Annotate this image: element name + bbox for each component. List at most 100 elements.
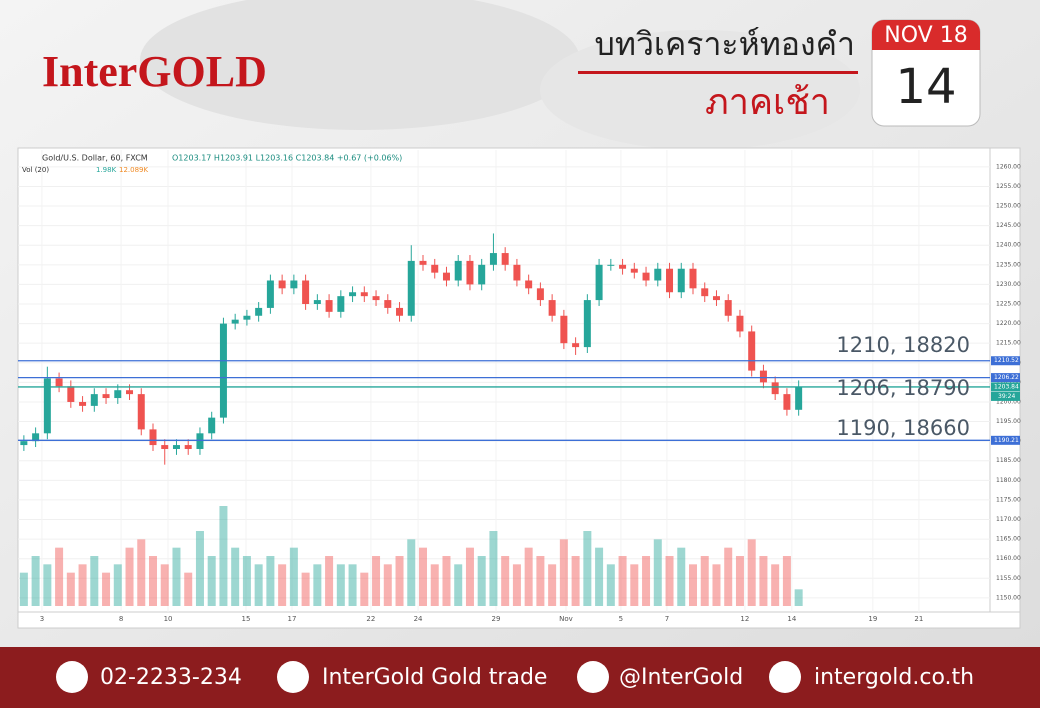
volume-bar bbox=[43, 564, 52, 606]
map-shape bbox=[540, 30, 860, 150]
volume-bar bbox=[395, 556, 404, 606]
candle-body bbox=[748, 331, 756, 371]
volume-bar bbox=[383, 564, 392, 606]
volume-bar bbox=[653, 539, 662, 606]
level-tag bbox=[991, 373, 1020, 383]
x-tick-label: 19 bbox=[868, 615, 877, 623]
candle-body bbox=[548, 300, 556, 316]
candle-body bbox=[466, 260, 474, 285]
candle-body bbox=[149, 429, 157, 446]
volume-bar bbox=[313, 564, 322, 606]
candle-body bbox=[32, 433, 40, 442]
countdown-tag bbox=[991, 391, 1020, 401]
volume-bar bbox=[771, 564, 780, 606]
volume-bar bbox=[348, 564, 357, 606]
y-tick-label: 1185.00 bbox=[996, 457, 1021, 464]
volume-bar bbox=[712, 564, 721, 606]
candle-body bbox=[701, 288, 709, 297]
calendar-month: NOV 18 bbox=[884, 23, 967, 48]
y-tick-label: 1195.00 bbox=[996, 418, 1021, 425]
y-tick-label: 1165.00 bbox=[996, 536, 1021, 543]
volume-title: Vol (20) bbox=[22, 166, 49, 174]
candle-body bbox=[20, 441, 28, 446]
volume-bar bbox=[231, 547, 240, 606]
volume-bar bbox=[501, 556, 510, 606]
volume-last: 1.98K bbox=[96, 166, 117, 174]
candle-body bbox=[290, 280, 298, 289]
website: intergold.co.th bbox=[814, 665, 974, 690]
candle-body bbox=[243, 315, 251, 320]
candle-body bbox=[102, 394, 110, 399]
y-tick-label: 1220.00 bbox=[996, 320, 1021, 327]
globe-icon bbox=[769, 661, 801, 693]
volume-bar bbox=[266, 556, 275, 606]
volume-bar bbox=[372, 556, 381, 606]
candle-body bbox=[759, 370, 767, 383]
phone-icon bbox=[56, 661, 88, 693]
x-tick-label: 10 bbox=[164, 615, 173, 623]
x-tick-label: 29 bbox=[492, 615, 501, 623]
volume-bar bbox=[689, 564, 697, 606]
y-tick-label: 1250.00 bbox=[996, 203, 1021, 210]
volume-bar bbox=[571, 556, 580, 606]
candle-body bbox=[196, 433, 204, 449]
volume-bar bbox=[254, 564, 263, 606]
x-tick-label: 15 bbox=[242, 615, 251, 623]
candle-body bbox=[431, 264, 439, 273]
volume-bar bbox=[336, 564, 345, 606]
x-tick-label: 14 bbox=[787, 615, 796, 623]
x-tick-label: 7 bbox=[665, 615, 669, 623]
volume-bar bbox=[782, 556, 791, 606]
volume-bar bbox=[548, 564, 557, 606]
y-tick-label: 1155.00 bbox=[996, 575, 1021, 582]
candle-body bbox=[360, 292, 368, 297]
volume-bar bbox=[747, 539, 756, 606]
volume-bar bbox=[407, 539, 416, 606]
volume-bar bbox=[630, 564, 639, 606]
x-tick-label: Nov bbox=[559, 615, 573, 623]
x-tick-label: 22 bbox=[366, 615, 375, 623]
y-tick-label: 1170.00 bbox=[996, 516, 1021, 523]
candle-body bbox=[396, 307, 404, 316]
volume-bar bbox=[102, 572, 111, 606]
y-tick-label: 1240.00 bbox=[996, 242, 1021, 249]
candle-body bbox=[337, 296, 345, 312]
candle-body bbox=[90, 394, 98, 406]
candle-body bbox=[67, 386, 75, 402]
title-underline bbox=[578, 71, 858, 74]
candle-body bbox=[219, 323, 227, 418]
candle-body bbox=[43, 378, 51, 434]
candle-body bbox=[208, 417, 216, 434]
x-tick-label: 3 bbox=[40, 615, 44, 623]
x-tick-label: 8 bbox=[119, 615, 123, 623]
candle-body bbox=[407, 260, 415, 316]
footer bbox=[0, 647, 1040, 708]
volume-bar bbox=[606, 564, 615, 606]
annotation: 1190, 18660 bbox=[836, 416, 970, 440]
volume-bar bbox=[477, 556, 486, 606]
volume-bar bbox=[489, 531, 498, 606]
volume-bar bbox=[583, 531, 592, 606]
candle-body bbox=[536, 288, 544, 301]
volume-bar bbox=[559, 539, 568, 606]
y-tick-label: 1205.00 bbox=[996, 379, 1021, 386]
y-tick-label: 1230.00 bbox=[996, 281, 1021, 288]
facebook: InterGold Gold trade bbox=[322, 665, 547, 690]
x-tick-label: 17 bbox=[288, 615, 297, 623]
candle-body bbox=[55, 378, 63, 387]
annotation: 1206, 18790 bbox=[836, 376, 970, 400]
candle-body bbox=[607, 264, 615, 266]
candle-body bbox=[689, 268, 697, 289]
volume-bar bbox=[665, 556, 674, 606]
plot bbox=[18, 150, 990, 612]
calendar: NOV 18 14 bbox=[871, 19, 981, 127]
volume-bar bbox=[794, 589, 803, 606]
candle-body bbox=[712, 296, 720, 301]
candle-body bbox=[501, 253, 509, 265]
candle-body bbox=[302, 280, 310, 304]
candle-body bbox=[489, 253, 497, 265]
volume-average: 12.089K bbox=[119, 166, 148, 174]
candle-body bbox=[349, 292, 357, 297]
candle-body bbox=[313, 300, 321, 304]
